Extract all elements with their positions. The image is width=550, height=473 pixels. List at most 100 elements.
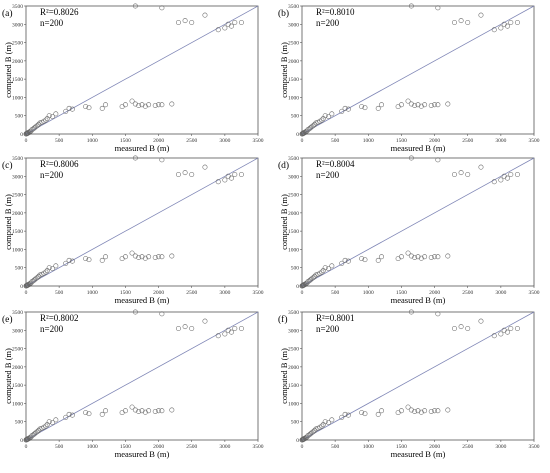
- x-tick-label: 2500: [462, 290, 473, 296]
- data-point: [132, 253, 138, 259]
- data-point: [428, 254, 434, 260]
- data-point: [432, 408, 438, 414]
- data-point: [182, 18, 188, 24]
- data-point: [189, 19, 195, 25]
- data-point: [146, 102, 152, 108]
- x-tick-label: 3000: [219, 444, 230, 450]
- data-point: [46, 113, 52, 119]
- data-point: [379, 102, 385, 108]
- data-point: [232, 171, 238, 177]
- data-point: [458, 170, 464, 176]
- data-point: [83, 104, 89, 110]
- x-tick-label: 1000: [87, 138, 98, 144]
- data-point: [175, 325, 181, 331]
- data-point: [119, 256, 125, 262]
- x-tick-label: 500: [331, 444, 340, 450]
- data-point: [435, 408, 441, 414]
- y-tick-label: 1000: [12, 247, 23, 253]
- data-point: [310, 275, 316, 281]
- data-point: [129, 98, 135, 104]
- y-tick-label: 1000: [288, 247, 299, 253]
- data-point: [146, 408, 152, 414]
- x-tick-label: 1500: [396, 290, 407, 296]
- data-point: [215, 179, 221, 185]
- data-point: [432, 102, 438, 108]
- data-point: [514, 19, 520, 25]
- data-point: [86, 257, 92, 263]
- x-tick-label: 2000: [429, 138, 440, 144]
- y-tick-label: 1500: [288, 229, 299, 235]
- data-point: [53, 417, 59, 423]
- data-point: [66, 411, 72, 417]
- r-squared-label: R²=0.8002: [40, 313, 79, 323]
- x-tick-label: 0: [25, 138, 28, 144]
- data-point: [119, 104, 125, 110]
- data-point: [159, 102, 165, 108]
- data-point: [34, 429, 40, 435]
- data-point: [514, 171, 520, 177]
- data-point: [159, 408, 165, 414]
- data-point: [451, 171, 457, 177]
- data-point: [99, 257, 105, 263]
- data-point: [159, 254, 165, 260]
- data-point: [405, 250, 411, 256]
- data-point: [435, 157, 441, 163]
- data-point: [139, 408, 145, 414]
- x-tick-label: 3500: [253, 444, 264, 450]
- data-point: [215, 27, 221, 33]
- data-point: [465, 325, 471, 331]
- data-point: [326, 265, 331, 271]
- data-point: [26, 436, 32, 442]
- data-point: [329, 111, 335, 117]
- data-point: [202, 318, 208, 324]
- y-tick-label: 2500: [288, 347, 299, 353]
- sample-size-label: n=200: [316, 324, 340, 334]
- y-axis-title: computed B (m): [279, 348, 289, 404]
- data-point: [379, 254, 385, 260]
- data-point: [445, 407, 451, 413]
- data-point: [345, 412, 351, 418]
- data-point: [142, 103, 148, 109]
- y-tick-label: 3500: [12, 310, 23, 316]
- data-point: [445, 101, 451, 107]
- data-point: [43, 117, 49, 123]
- data-point: [465, 171, 471, 177]
- data-point: [99, 105, 105, 111]
- panel-b: 0 500 1000 1500 2000 2500 3000 3500 0 500 1000 1500…: [278, 3, 540, 153]
- data-point: [505, 329, 510, 335]
- plot-frame: [25, 311, 259, 441]
- data-point: [34, 275, 40, 281]
- data-point: [359, 410, 365, 416]
- y-tick-label: 2500: [288, 193, 299, 199]
- data-point: [478, 318, 484, 324]
- data-point: [398, 254, 404, 260]
- r-squared-label: R²=0.8004: [316, 159, 355, 169]
- data-point: [445, 253, 451, 259]
- data-point: [345, 106, 351, 112]
- data-point: [322, 265, 328, 271]
- data-point: [182, 324, 188, 330]
- x-tick-label: 0: [301, 444, 304, 450]
- data-point: [412, 408, 418, 414]
- panel-e: 0 500 1000 1500 2000 2500 3000 3500 0 500 1000 1500…: [2, 309, 264, 459]
- data-point: [319, 117, 325, 123]
- data-point: [375, 105, 381, 111]
- data-point: [305, 127, 311, 133]
- data-point: [222, 25, 228, 31]
- identity-line: [301, 5, 535, 135]
- data-point: [302, 130, 308, 136]
- panel-a: 0 500 1000 1500 2000 2500 3000 3500 0 500 1000 1500…: [2, 3, 264, 153]
- data-point: [342, 411, 348, 417]
- x-tick-label: 2500: [462, 138, 473, 144]
- x-axis-title: measured B (m): [391, 449, 446, 459]
- data-point: [229, 329, 234, 335]
- y-tick-label: 2500: [12, 193, 23, 199]
- panel-label: (d): [278, 160, 289, 171]
- y-tick-label: 2000: [288, 59, 299, 65]
- data-point: [169, 253, 175, 259]
- data-point: [498, 25, 504, 31]
- data-point: [408, 101, 414, 107]
- y-tick-label: 3500: [288, 4, 299, 10]
- data-point: [310, 429, 316, 435]
- data-point: [408, 3, 414, 9]
